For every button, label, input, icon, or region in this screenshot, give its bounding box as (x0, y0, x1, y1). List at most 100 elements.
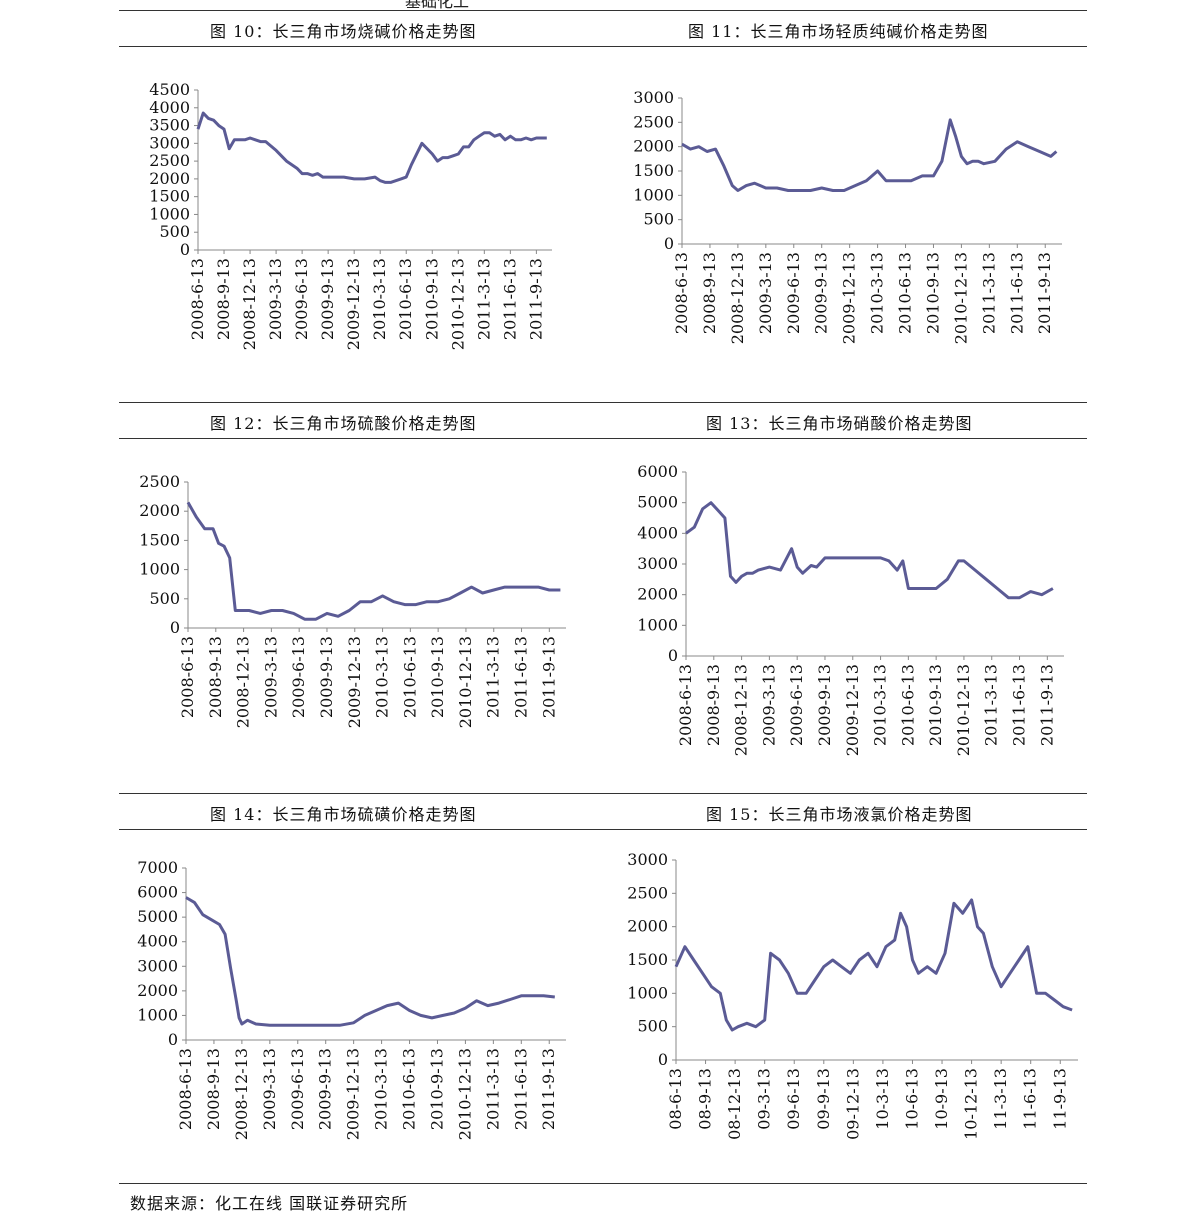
x-tick-label: 2011-9-13 (1035, 252, 1054, 334)
price-series-line (185, 896, 555, 1027)
x-tick-label: 2008-6-13 (178, 636, 197, 718)
x-tick-label: 2009-6-13 (787, 664, 806, 746)
y-tick-label: 2500 (139, 472, 180, 491)
price-series-line (681, 118, 1058, 192)
x-tick-label: 2008-9-13 (214, 258, 233, 340)
x-tick-label: 2008-6-13 (176, 1048, 195, 1130)
x-tick-label: 2011-6-13 (1007, 252, 1026, 334)
x-tick-label: 2011-6-13 (1010, 664, 1029, 746)
x-tick-label: 2008-6-13 (676, 664, 695, 746)
x-tick-label: 2010-3-13 (871, 664, 890, 746)
y-tick-label: 3000 (633, 88, 674, 107)
x-tick-label: 11-3-13 (991, 1068, 1010, 1130)
x-tick-label: 2009-12-13 (345, 636, 364, 728)
x-tick-label: 2010-9-13 (422, 258, 441, 340)
x-tick-label: 2009-12-13 (344, 1048, 363, 1140)
x-tick-label: 2010-9-13 (428, 636, 447, 718)
price-series-line (196, 111, 547, 184)
chart-fig11: 0 500 1000 1500 2000 2500 3000 2008-6-13 2008-9-… (633, 88, 1062, 344)
chart-title: 图 10：长三角市场烧碱价格走势图 (210, 22, 477, 41)
y-tick-label: 2500 (149, 151, 190, 170)
y-tick-label: 1000 (637, 615, 678, 634)
y-tick-label: 3000 (137, 956, 178, 975)
rule-under-titles-2 (119, 438, 1087, 439)
x-tick-label: 2009-9-13 (317, 636, 336, 718)
x-tick-label: 2009-12-13 (840, 252, 859, 344)
x-tick-label: 2010-6-13 (400, 636, 419, 718)
y-tick-label: 2000 (137, 981, 178, 1000)
y-tick-label: 1500 (139, 530, 180, 549)
x-tick-label: 2010-9-13 (923, 252, 942, 334)
y-tick-label: 1500 (627, 950, 668, 969)
x-tick-label: 2008-9-13 (204, 1048, 223, 1130)
y-tick-label: 1000 (137, 1005, 178, 1024)
x-tick-label: 2008-9-13 (700, 252, 719, 334)
x-tick-label: 2010-12-13 (954, 664, 973, 756)
x-tick-label: 2009-3-13 (756, 252, 775, 334)
x-tick-label: 2009-6-13 (289, 636, 308, 718)
y-tick-label: 3000 (637, 554, 678, 573)
x-tick-label: 2009-3-13 (759, 664, 778, 746)
y-tick-label: 0 (170, 618, 180, 637)
y-tick-label: 4000 (637, 523, 678, 542)
y-tick-label: 2000 (139, 501, 180, 520)
y-tick-label: 0 (168, 1030, 178, 1049)
x-tick-label: 2008-12-13 (232, 1048, 251, 1140)
x-tick-label: 2008-12-13 (728, 252, 747, 344)
y-tick-label: 2000 (633, 137, 674, 156)
rule-row-3 (119, 793, 1087, 794)
x-tick-label: 2008-9-13 (704, 664, 723, 746)
x-tick-label: 2011-6-13 (511, 1048, 530, 1130)
x-tick-label: 2011-3-13 (474, 258, 493, 340)
x-tick-label: 2011-3-13 (979, 252, 998, 334)
x-tick-label: 2010-3-13 (868, 252, 887, 334)
x-tick-label: 2008-12-13 (732, 664, 751, 756)
chart-title: 图 11：长三角市场轻质纯碱价格走势图 (688, 22, 989, 41)
x-tick-label: 08-9-13 (696, 1068, 715, 1130)
y-tick-label: 1000 (149, 204, 190, 223)
y-tick-label: 2000 (149, 169, 190, 188)
chart-fig12: 0 500 1000 1500 2000 2500 2008-6-13 2008-9-13 20… (139, 472, 566, 728)
x-tick-label: 08-6-13 (666, 1068, 685, 1130)
x-tick-label: 09-12-13 (843, 1068, 862, 1140)
y-tick-label: 6000 (637, 462, 678, 481)
x-tick-label: 2010-6-13 (396, 258, 415, 340)
x-tick-label: 09-6-13 (784, 1068, 803, 1130)
x-tick-label: 2009-3-13 (261, 636, 280, 718)
x-tick-label: 2010-9-13 (427, 1048, 446, 1130)
x-tick-label: 2010-6-13 (898, 664, 917, 746)
y-tick-label: 1500 (149, 187, 190, 206)
y-tick-label: 1000 (139, 560, 180, 579)
rule-under-titles-3 (119, 829, 1087, 830)
x-tick-label: 2010-9-13 (926, 664, 945, 746)
y-tick-label: 3000 (627, 850, 668, 869)
y-tick-label: 3000 (149, 133, 190, 152)
x-tick-label: 2009-6-13 (292, 258, 311, 340)
x-tick-label: 2010-12-13 (951, 252, 970, 344)
x-tick-label: 2010-12-13 (448, 258, 467, 350)
y-tick-label: 2500 (633, 112, 674, 131)
x-tick-label: 2009-12-13 (843, 664, 862, 756)
x-tick-label: 2009-6-13 (784, 252, 803, 334)
x-tick-label: 2011-9-13 (526, 258, 545, 340)
price-series-line (186, 501, 561, 621)
x-tick-label: 2011-9-13 (539, 636, 558, 718)
x-tick-label: 2009-9-13 (815, 664, 834, 746)
x-tick-label: 2011-6-13 (500, 258, 519, 340)
price-series-line (685, 501, 1054, 600)
chart-title: 图 12：长三角市场硫酸价格走势图 (210, 414, 477, 433)
x-tick-label: 2009-9-13 (812, 252, 831, 334)
y-tick-label: 4000 (137, 932, 178, 951)
x-tick-label: 2010-3-13 (370, 258, 389, 340)
x-tick-label: 2008-6-13 (672, 252, 691, 334)
x-tick-label: 10-3-13 (873, 1068, 892, 1130)
x-tick-label: 2008-6-13 (188, 258, 207, 340)
y-tick-label: 500 (637, 1017, 668, 1036)
y-tick-label: 3500 (149, 116, 190, 135)
y-tick-label: 5000 (637, 493, 678, 512)
data-source-note: 数据来源：化工在线 国联证券研究所 (130, 1194, 409, 1213)
x-tick-label: 2010-3-13 (373, 636, 392, 718)
x-tick-label: 2011-3-13 (483, 1048, 502, 1130)
x-tick-label: 2010-12-13 (455, 1048, 474, 1140)
